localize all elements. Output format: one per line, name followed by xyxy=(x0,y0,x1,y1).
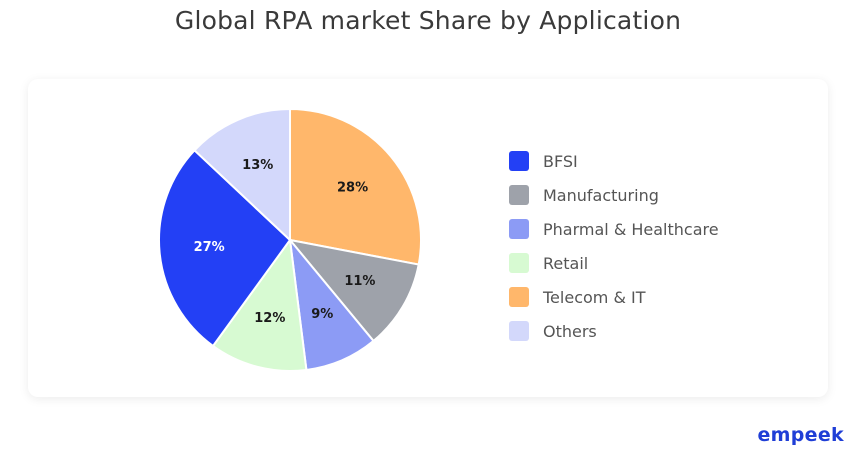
legend-label: Telecom & IT xyxy=(543,287,646,307)
legend-label: Pharmal & Healthcare xyxy=(543,219,719,239)
pie-label-retail: 12% xyxy=(254,311,285,326)
pie-label-manufacturing: 11% xyxy=(344,274,375,289)
legend-label: BFSI xyxy=(543,151,578,171)
legend-item-others: Others xyxy=(509,314,719,348)
pie-label-pharmal-healthcare: 9% xyxy=(311,307,333,322)
legend-swatch xyxy=(509,287,529,307)
legend-label: Others xyxy=(543,321,597,341)
legend-swatch xyxy=(509,253,529,273)
pie-slice-bfsi xyxy=(158,148,292,348)
legend-label: Manufacturing xyxy=(543,185,659,205)
pie-slice-others xyxy=(193,107,291,243)
legend-item-retail: Retail xyxy=(509,246,719,280)
chart-title: Global RPA market Share by Application xyxy=(174,6,682,35)
legend-swatch xyxy=(509,151,529,171)
pie-slice-retail xyxy=(211,237,308,372)
pie-slice-telecom-it xyxy=(289,107,422,266)
chart-legend: BFSI Manufacturing Pharmal & Healthcare Ret… xyxy=(509,144,719,348)
legend-item-manufacturing: Manufacturing xyxy=(509,178,719,212)
pie-label-telecom-it: 28% xyxy=(337,181,368,196)
legend-item-bfsi: BFSI xyxy=(509,144,719,178)
pie-label-bfsi: 27% xyxy=(194,240,225,255)
brand-logo: empeek xyxy=(757,424,844,446)
legend-item-pharmal-healthcare: Pharmal & Healthcare xyxy=(509,212,719,246)
pie-slice-manufacturing xyxy=(287,238,420,343)
legend-swatch xyxy=(509,321,529,341)
legend-label: Retail xyxy=(543,253,589,273)
legend-item-telecom-it: Telecom & IT xyxy=(509,280,719,314)
legend-swatch xyxy=(509,219,529,239)
legend-swatch xyxy=(509,185,529,205)
pie-label-others: 13% xyxy=(242,158,273,173)
